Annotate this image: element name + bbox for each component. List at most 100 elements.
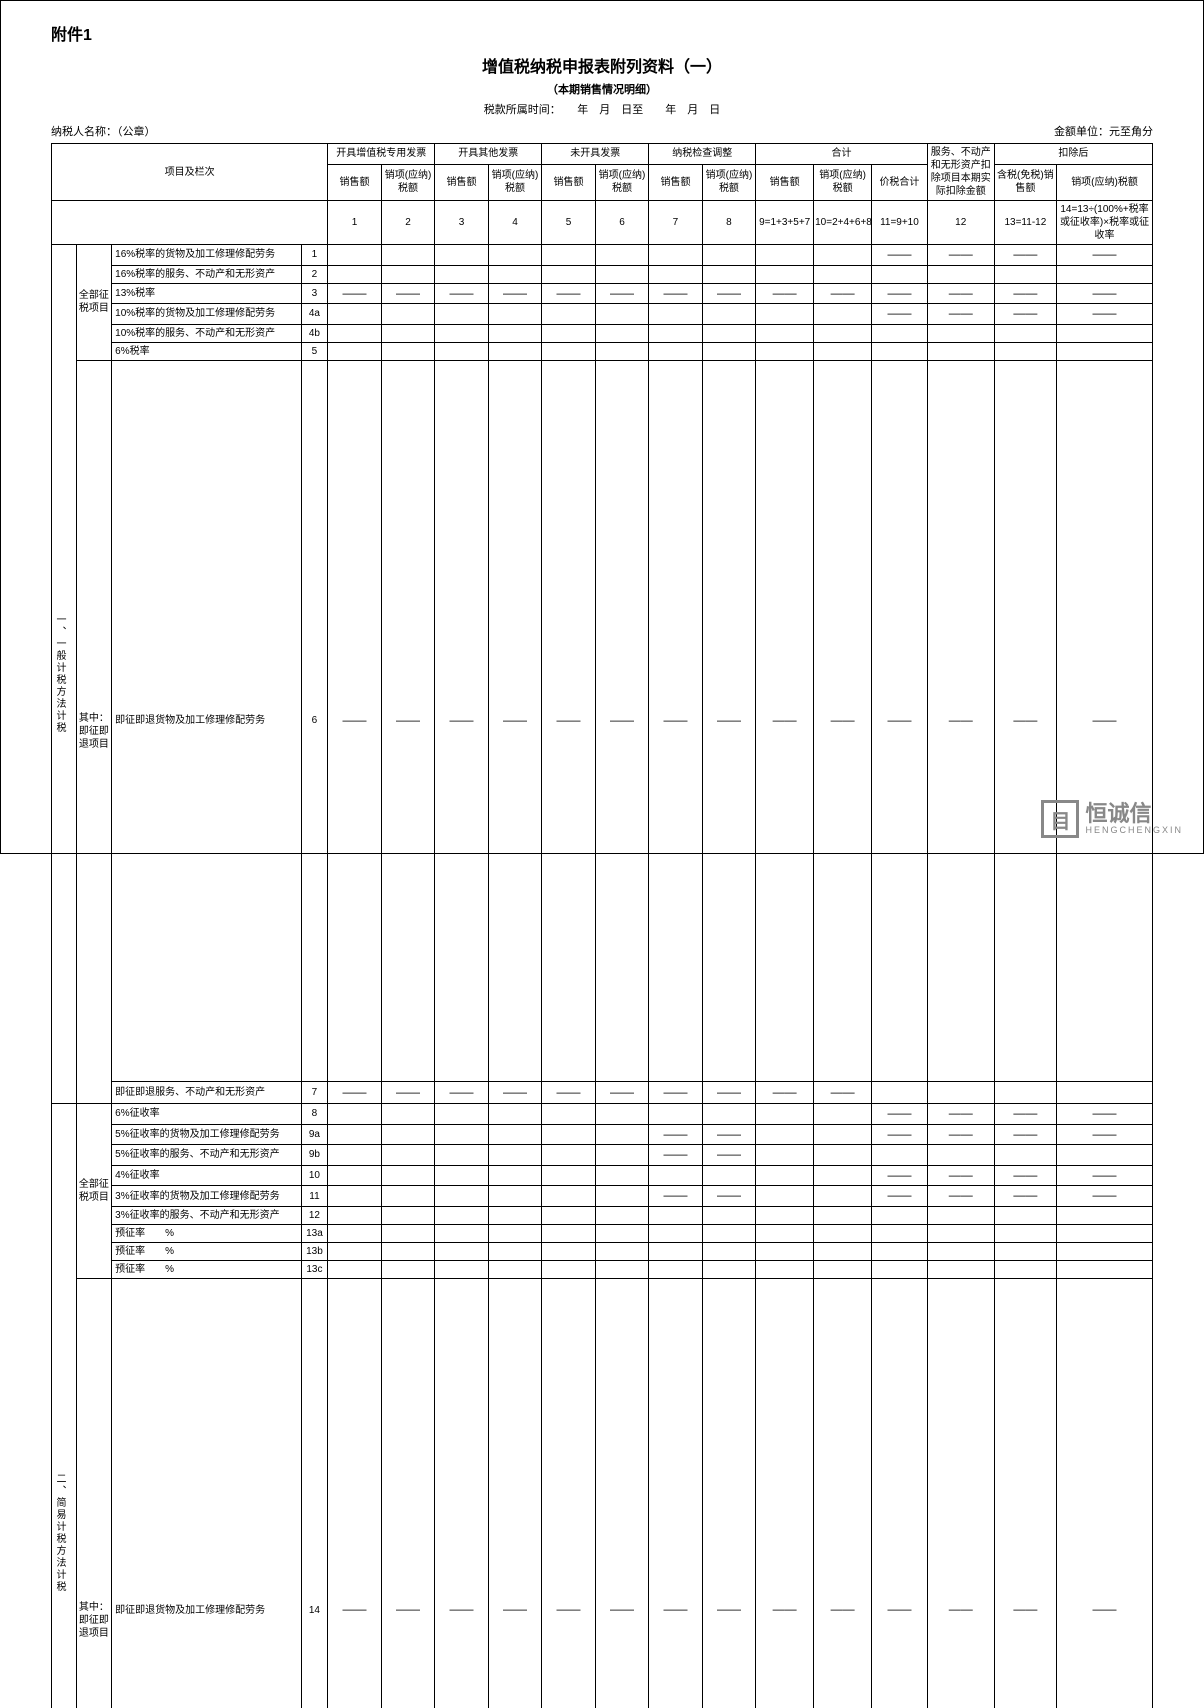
cell: —— [1057,1165,1153,1186]
cell [328,1260,381,1278]
table-row: 4%征收率10———————— [52,1165,1153,1186]
subsection-label: 全部征税项目 [76,1104,112,1279]
table-row: 其中：即征即退项目即征即退货物及加工修理修配劳务6———————————————… [52,360,1153,1081]
cell [435,1165,488,1186]
cell [1057,1242,1153,1260]
cell [542,1242,595,1260]
hdr-tax-3: 销项(应纳)税额 [595,164,648,200]
col-12: 12 [927,201,994,245]
cell: —— [435,1278,488,1708]
cell [328,1145,381,1166]
col-9: 9=1+3+5+7 [756,201,814,245]
cell: —— [1057,1186,1153,1207]
cell [381,1242,434,1260]
cell [595,1206,648,1224]
cell: —— [994,1278,1056,1708]
cell: 13%税率 [112,283,301,304]
cell: 6 [301,360,328,1081]
hdr-sales-2: 销售额 [435,164,488,200]
cell: —— [328,360,381,1081]
cell: —— [872,1165,928,1186]
cell [814,324,872,342]
cell [381,324,434,342]
table-row: 5%征收率的货物及加工修理修配劳务9a———————————— [52,1124,1153,1145]
cell [488,265,541,283]
cell: —— [872,1186,928,1207]
cell [595,1224,648,1242]
cell [542,1124,595,1145]
cell [756,1224,814,1242]
cell [702,304,755,325]
cell [542,1206,595,1224]
cell [595,1104,648,1125]
cell: —— [381,283,434,304]
cell [381,1186,434,1207]
cell: —— [542,1082,595,1104]
cell: 4%征收率 [112,1165,301,1186]
cell [1057,1082,1153,1104]
cell [872,342,928,360]
cell: 即征即退货物及加工修理修配劳务 [112,360,301,1081]
cell: —— [814,1278,872,1708]
cell [702,1165,755,1186]
cell [756,1104,814,1125]
cell [488,1186,541,1207]
cell: —— [435,360,488,1081]
cell: —— [542,283,595,304]
hdr-item: 项目及栏次 [52,144,328,201]
hdr-sales-5: 销售额 [756,164,814,200]
cell [872,1242,928,1260]
hdr-sales-1: 销售额 [328,164,381,200]
subsection-label: 其中：即征即退项目 [76,360,112,1103]
hdr-g5: 合计 [756,144,928,165]
cell: —— [872,1104,928,1125]
cell [488,1104,541,1125]
cell [702,342,755,360]
cell [814,1206,872,1224]
cell [927,1242,994,1260]
cell: —— [595,1082,648,1104]
cell [595,304,648,325]
cell: 9b [301,1145,328,1166]
cell [814,1224,872,1242]
cell [994,1082,1056,1104]
cell: 12 [301,1206,328,1224]
table-row: 10%税率的服务、不动产和无形资产4b [52,324,1153,342]
cell [1057,1224,1153,1242]
hdr-g7: 扣除后 [994,144,1152,165]
cell [328,265,381,283]
table-row: 二、简易计税方法计税全部征税项目6%征收率8———————— [52,1104,1153,1125]
cell [328,1206,381,1224]
cell: —— [381,1278,434,1708]
section-label: 一、一般计税方法计税 [52,245,77,1104]
cell: 3%征收率的货物及加工修理修配劳务 [112,1186,301,1207]
cell [702,1242,755,1260]
table-row: 预征率 %13a [52,1224,1153,1242]
col-13: 13=11-12 [994,201,1056,245]
cell: 8 [301,1104,328,1125]
subsection-label: 其中：即征即退项目 [76,1278,112,1708]
cell [488,1260,541,1278]
cell [381,1206,434,1224]
cell [381,1104,434,1125]
cell [595,342,648,360]
cell [927,1260,994,1278]
col-10: 10=2+4+6+8 [814,201,872,245]
cell [542,245,595,266]
cell [1057,1206,1153,1224]
watermark-logo: 目 恒诚信 HENGCHENGXIN [1041,800,1183,838]
cell [814,1124,872,1145]
table-row: 3%征收率的货物及加工修理修配劳务11———————————— [52,1186,1153,1207]
col-2: 2 [381,201,434,245]
cell: —— [1057,1278,1153,1708]
cell [595,324,648,342]
cell [542,265,595,283]
cell [994,265,1056,283]
cell [1057,342,1153,360]
cell: —— [649,1278,702,1708]
cell [381,265,434,283]
cell [435,1242,488,1260]
cell [702,245,755,266]
cell [927,265,994,283]
cell: —— [488,1082,541,1104]
